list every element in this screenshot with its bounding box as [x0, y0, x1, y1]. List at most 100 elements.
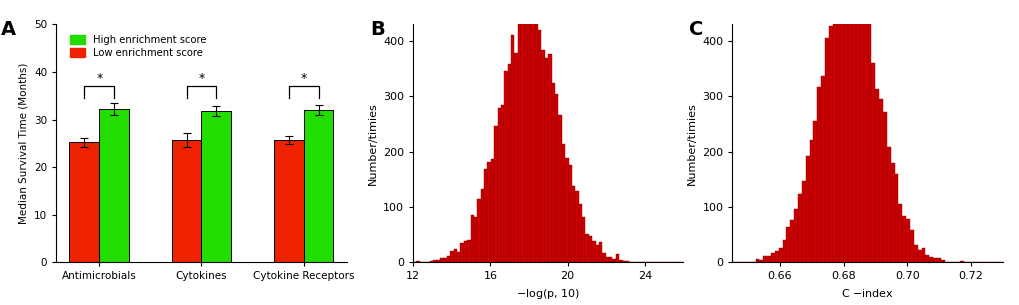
Bar: [449, 251, 453, 262]
Bar: [909, 230, 913, 262]
Bar: [805, 156, 809, 262]
Bar: [598, 242, 601, 262]
Bar: [863, 12, 867, 262]
Bar: [878, 99, 882, 262]
Text: *: *: [96, 72, 102, 85]
Bar: [898, 204, 902, 262]
Bar: [99, 109, 129, 262]
Bar: [490, 159, 494, 262]
Bar: [464, 241, 467, 262]
Bar: [201, 111, 231, 262]
Bar: [855, 0, 859, 262]
Bar: [588, 236, 592, 262]
Bar: [554, 94, 557, 262]
Bar: [544, 58, 548, 262]
Bar: [836, 0, 840, 262]
Bar: [890, 163, 894, 262]
Bar: [848, 0, 851, 262]
Bar: [551, 83, 554, 262]
Bar: [959, 261, 963, 262]
Bar: [766, 256, 770, 262]
Bar: [541, 50, 544, 262]
Bar: [457, 252, 460, 262]
Bar: [497, 109, 500, 262]
Bar: [511, 35, 514, 262]
Bar: [440, 258, 443, 262]
Bar: [460, 243, 464, 262]
Bar: [484, 169, 487, 262]
Bar: [940, 260, 944, 262]
Bar: [902, 216, 905, 262]
Bar: [572, 186, 575, 262]
Y-axis label: Number/timies: Number/timies: [367, 102, 377, 185]
Bar: [794, 209, 797, 262]
Bar: [477, 199, 480, 262]
Bar: [786, 227, 790, 262]
Bar: [487, 162, 490, 262]
Bar: [561, 144, 565, 262]
Bar: [851, 0, 855, 262]
Bar: [507, 64, 511, 262]
Bar: [917, 249, 921, 262]
X-axis label: C $-$index: C $-$index: [841, 287, 893, 299]
Bar: [770, 253, 774, 262]
Bar: [494, 126, 497, 262]
Bar: [824, 38, 828, 262]
Bar: [626, 261, 629, 262]
Bar: [921, 248, 924, 262]
Bar: [534, 17, 538, 262]
Bar: [470, 215, 474, 262]
Bar: [905, 219, 909, 262]
Bar: [531, 0, 534, 262]
Bar: [416, 261, 420, 262]
Bar: [809, 140, 813, 262]
Bar: [816, 88, 820, 262]
Bar: [518, 17, 521, 262]
Bar: [480, 189, 484, 262]
Bar: [870, 63, 874, 262]
Bar: [782, 240, 786, 262]
Bar: [755, 259, 759, 262]
Bar: [528, 0, 531, 262]
Bar: [565, 158, 568, 262]
Bar: [777, 248, 782, 262]
Bar: [936, 258, 940, 262]
Bar: [171, 140, 202, 262]
Bar: [797, 194, 801, 262]
Bar: [575, 191, 578, 262]
Bar: [758, 260, 762, 262]
Bar: [882, 112, 886, 262]
Bar: [924, 255, 928, 262]
Bar: [500, 105, 503, 262]
Bar: [521, 16, 524, 262]
Bar: [548, 54, 551, 262]
Bar: [430, 261, 433, 262]
Bar: [538, 30, 541, 262]
Text: C: C: [689, 20, 703, 39]
Bar: [608, 257, 611, 262]
Bar: [436, 260, 440, 262]
Bar: [813, 121, 816, 262]
Bar: [874, 88, 878, 262]
Bar: [524, 18, 528, 262]
Y-axis label: Median Survival Time (Months): Median Survival Time (Months): [18, 63, 29, 224]
Bar: [503, 71, 507, 262]
Bar: [615, 254, 619, 262]
Bar: [474, 217, 477, 262]
Bar: [859, 0, 863, 262]
Bar: [894, 174, 898, 262]
Text: *: *: [301, 72, 307, 85]
Bar: [844, 0, 848, 262]
Bar: [605, 257, 608, 262]
Bar: [69, 142, 99, 262]
Bar: [568, 166, 572, 262]
Bar: [304, 110, 333, 262]
Bar: [832, 2, 836, 262]
Bar: [801, 181, 805, 262]
Bar: [886, 147, 890, 262]
Bar: [622, 261, 626, 262]
Bar: [762, 256, 766, 262]
Bar: [601, 253, 605, 262]
Bar: [820, 77, 824, 262]
Bar: [790, 220, 794, 262]
